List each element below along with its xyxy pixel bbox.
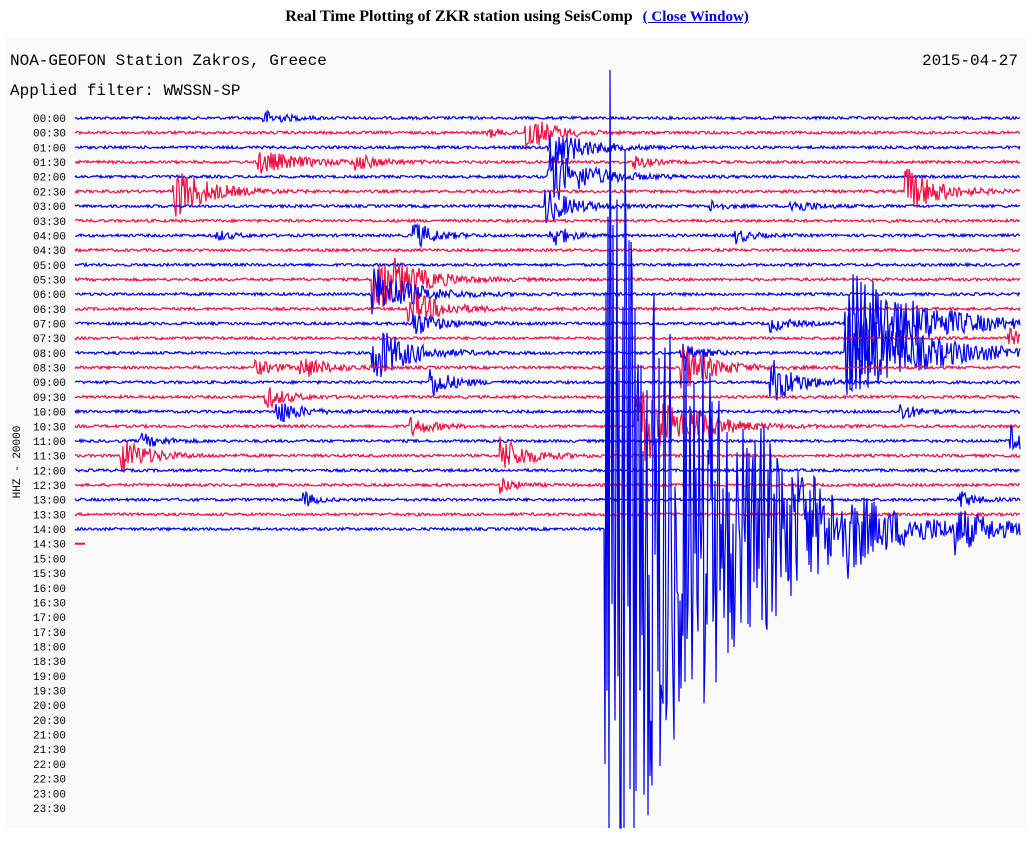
time-label: 04:30 [33,246,66,258]
station-name: NOA-GEOFON Station Zakros, Greece [10,52,327,70]
time-label: 14:30 [33,540,66,552]
time-label: 05:30 [33,275,66,287]
time-label: 15:30 [33,569,66,581]
time-label: 02:30 [33,187,66,199]
waveform [74,490,1021,508]
waveform [74,121,1021,150]
time-label: 08:00 [33,349,66,361]
time-label: 22:30 [33,775,66,787]
time-label: 17:00 [33,613,66,625]
time-label: 07:00 [33,320,66,332]
time-label: 11:00 [33,437,66,449]
time-label: 19:00 [33,672,66,684]
waveform [74,168,1021,217]
time-label: 18:00 [33,642,66,654]
waveform [74,109,1021,123]
time-label: 07:30 [33,334,66,346]
time-label: 19:30 [33,687,66,699]
waveform [74,403,1021,423]
waveform [74,360,1021,401]
waveform [74,217,1021,224]
time-label: 17:30 [33,628,66,640]
time-label: 16:30 [33,598,66,610]
time-label: 13:00 [33,496,66,508]
waveform [74,268,1021,315]
waveform [74,291,1021,322]
waveform [74,436,1021,473]
waveform [74,257,1021,308]
waveform [74,424,1021,451]
waveform [74,189,1021,224]
waveform [74,467,1021,474]
waveform [74,134,1021,164]
time-label: 03:00 [33,202,66,214]
time-label: 21:30 [33,745,66,757]
waveform [74,247,1021,253]
time-label: 20:00 [33,701,66,713]
filter-label: Applied filter: WWSSN-SP [10,82,240,100]
time-label: 23:00 [33,789,66,801]
waveform [74,387,1020,409]
waveform [74,476,1021,495]
time-label: 02:00 [33,173,66,185]
waveform [74,261,1021,268]
time-label: 08:30 [33,364,66,376]
plot-date: 2015-04-27 [922,52,1018,70]
time-label: 00:00 [33,114,66,126]
time-label: 10:30 [33,422,66,434]
time-label: 10:00 [33,408,66,420]
time-label: 06:30 [33,305,66,317]
waveform [74,152,1021,174]
waveform [74,222,1021,249]
time-label: 15:00 [33,554,66,566]
close-window-link[interactable]: ( Close Window) [642,9,749,25]
time-label: 12:00 [33,466,66,478]
time-label: 09:30 [33,393,66,405]
time-label: 06:00 [33,290,66,302]
time-label: 20:30 [33,716,66,728]
time-label: 00:30 [33,129,66,141]
channel-label: HHZ - 20000 [12,426,24,499]
waveform [74,391,1021,462]
time-label: 16:00 [33,584,66,596]
time-label: 04:00 [33,231,66,243]
time-label: 09:00 [33,378,66,390]
plot-background [5,38,1026,828]
time-label: 05:00 [33,261,66,273]
waveform [74,345,1021,389]
time-label: 14:00 [33,525,66,537]
time-label: 22:00 [33,760,66,772]
time-label: 21:00 [33,731,66,743]
header: Real Time Plotting of ZKR station using … [0,8,1034,26]
time-label: 01:30 [33,158,66,170]
time-label: 11:30 [33,452,66,464]
time-label: 18:30 [33,657,66,669]
time-label: 03:30 [33,217,66,229]
time-label: 12:30 [33,481,66,493]
time-label: 13:30 [33,510,66,522]
page-title: Real Time Plotting of ZKR station using … [285,8,633,25]
waveform [74,69,1021,829]
time-label: 01:00 [33,143,66,155]
waveform [74,511,1021,518]
waveform [74,149,1021,200]
waveform [74,312,1021,395]
time-label: 23:30 [33,804,66,816]
